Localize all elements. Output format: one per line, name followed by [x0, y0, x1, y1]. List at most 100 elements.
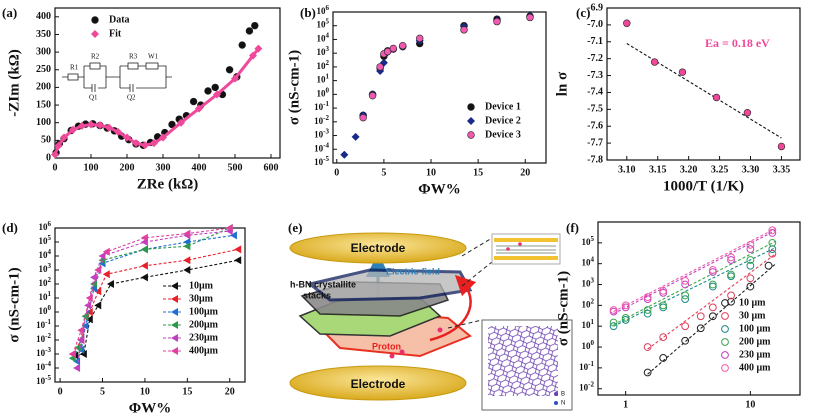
- panel-label: (b): [300, 5, 316, 20]
- data-point: [526, 13, 534, 22]
- data-point: [234, 256, 242, 265]
- data-point: [708, 266, 717, 274]
- y-tick-label: 105: [39, 234, 52, 246]
- x-tick-label: 3.30: [742, 164, 760, 175]
- y-tick-label: 104: [317, 31, 330, 43]
- data-point: [621, 316, 630, 324]
- x-tick-label: 10: [426, 167, 436, 178]
- data-point: [746, 256, 755, 264]
- legend-marker: [171, 295, 178, 303]
- data-point: [609, 307, 618, 316]
- legend-marker: [171, 282, 178, 290]
- data-point: [73, 357, 81, 366]
- fit-line: [647, 263, 777, 375]
- data-point: [643, 306, 652, 314]
- y-tick-label: 10-2: [36, 332, 51, 344]
- legend-marker: [171, 321, 178, 329]
- legend-label: 400 μm: [739, 362, 771, 373]
- data-point: [211, 83, 219, 92]
- data-point: [708, 280, 717, 289]
- data-point: [78, 121, 86, 130]
- legend-marker: [721, 338, 729, 346]
- legend-label: 100μm: [189, 306, 219, 317]
- data-point: [96, 121, 104, 130]
- y-tick-label: 150: [36, 99, 51, 110]
- legend-label: Device 3: [485, 129, 521, 140]
- stacks-label: stacks: [303, 290, 331, 300]
- legend-label: 100 μm: [739, 323, 771, 334]
- y-tick-label: 103: [582, 276, 595, 288]
- y-tick-label: 10-1: [36, 318, 51, 330]
- data-point: [727, 253, 735, 262]
- y-tick-label: -6.9: [587, 2, 603, 13]
- data-point: [681, 336, 690, 345]
- x-tick-label: 3.15: [649, 164, 667, 175]
- legend-label: 400μm: [189, 345, 219, 356]
- y-tick-label: 103: [317, 45, 330, 57]
- y-axis-title: σ (nS-cm-1): [286, 50, 302, 125]
- data-point: [106, 280, 114, 288]
- y-tick-label: 300: [36, 46, 51, 57]
- data-point: [68, 350, 76, 358]
- legend-marker: [721, 364, 729, 372]
- data-point: [768, 226, 777, 235]
- plot-frame: [54, 227, 246, 383]
- fit-line: [626, 43, 782, 139]
- data-point: [140, 261, 148, 270]
- data-point: [141, 141, 149, 150]
- data-point: [359, 113, 367, 122]
- data-point: [681, 280, 690, 289]
- y-tick-label: 100: [317, 86, 330, 98]
- data-point: [708, 282, 717, 291]
- y-tick-label: 0: [46, 152, 51, 163]
- legend-marker: [721, 299, 729, 307]
- proton-label: Proton: [372, 341, 401, 351]
- data-point: [746, 240, 755, 249]
- x-tick-label: 200: [120, 162, 135, 173]
- data-point: [225, 224, 233, 232]
- series-line: [75, 259, 239, 356]
- data-point: [621, 303, 630, 312]
- device-diagram: (e) Electrode Electrode Electric-field h…: [288, 220, 573, 411]
- electrode-label: Electrode: [351, 241, 406, 255]
- data-point: [376, 63, 384, 71]
- data-point: [383, 47, 392, 56]
- plot-frame: [606, 7, 801, 161]
- data-point: [609, 322, 618, 331]
- data-point: [81, 322, 89, 330]
- x-tick-label: 3.35: [773, 164, 791, 175]
- y-tick-label: 102: [39, 276, 52, 288]
- data-point: [727, 297, 735, 306]
- y-axis-title: σ (nS-cm-1): [6, 267, 22, 342]
- y-tick-label: 10-4: [314, 141, 329, 153]
- data-point: [746, 245, 755, 254]
- y-tick-label: 106: [39, 220, 52, 232]
- data-point: [389, 44, 398, 53]
- x-tick-label: 20: [225, 386, 235, 397]
- y-tick-label: 100: [39, 304, 52, 316]
- x-axis-title: ZRe (kΩ): [137, 176, 199, 192]
- y-tick-label: -7.0: [587, 19, 603, 30]
- legend-label: 200μm: [189, 319, 219, 330]
- y-tick-label: 104: [39, 248, 52, 260]
- y-tick-label: 400: [36, 11, 51, 22]
- data-point: [234, 245, 242, 254]
- legend-label: 230 μm: [739, 349, 771, 360]
- data-point: [743, 109, 752, 117]
- x-axis-title: 1000/T (1/K): [663, 178, 744, 194]
- y-axis-title: σ (nS-cm-1): [555, 271, 571, 346]
- electrode-label: Electrode: [351, 377, 406, 391]
- data-point: [643, 368, 652, 377]
- y-tick-label: 101: [582, 318, 595, 330]
- data-point: [768, 245, 777, 254]
- panel-label: (e): [288, 220, 302, 235]
- data-point: [659, 286, 668, 295]
- y-tick-label: 105: [582, 234, 595, 246]
- data-point: [94, 287, 102, 296]
- data-point: [132, 139, 140, 148]
- data-point: [708, 268, 717, 276]
- legend-marker: [721, 312, 729, 320]
- data-point: [643, 309, 652, 318]
- data-point: [177, 118, 185, 127]
- y-tick-label: 10-4: [36, 360, 51, 372]
